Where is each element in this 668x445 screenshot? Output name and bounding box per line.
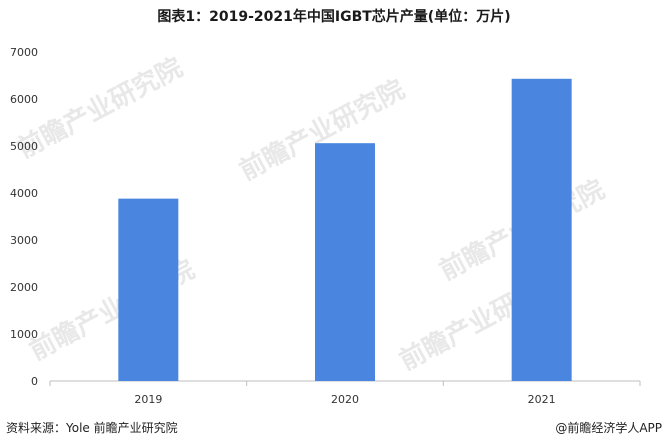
y-tick-label: 4000: [10, 187, 38, 200]
y-tick-label: 2000: [10, 281, 38, 294]
x-tick-label: 2019: [134, 393, 162, 406]
source-note: 资料来源：Yole 前瞻产业研究院: [6, 421, 178, 435]
x-tick-label: 2020: [331, 393, 359, 406]
y-tick-label: 6000: [10, 93, 38, 106]
brand-credit: @前瞻经济学人APP: [555, 421, 662, 435]
y-tick-label: 1000: [10, 328, 38, 341]
bar-2021: [511, 78, 572, 381]
y-tick-label: 5000: [10, 140, 38, 153]
y-tick-label: 0: [31, 375, 38, 388]
x-tick-label: 2021: [528, 393, 556, 406]
y-tick-label: 7000: [10, 46, 38, 59]
bar-2019: [118, 198, 179, 381]
y-tick-label: 3000: [10, 234, 38, 247]
bar-2020: [315, 143, 375, 381]
chart-title: 图表1：2019-2021年中国IGBT芯片产量(单位：万片): [157, 9, 511, 25]
